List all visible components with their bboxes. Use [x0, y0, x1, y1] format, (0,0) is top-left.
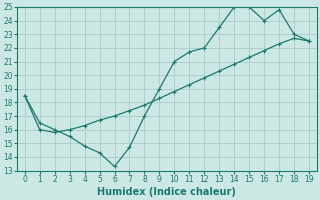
X-axis label: Humidex (Indice chaleur): Humidex (Indice chaleur): [98, 187, 236, 197]
